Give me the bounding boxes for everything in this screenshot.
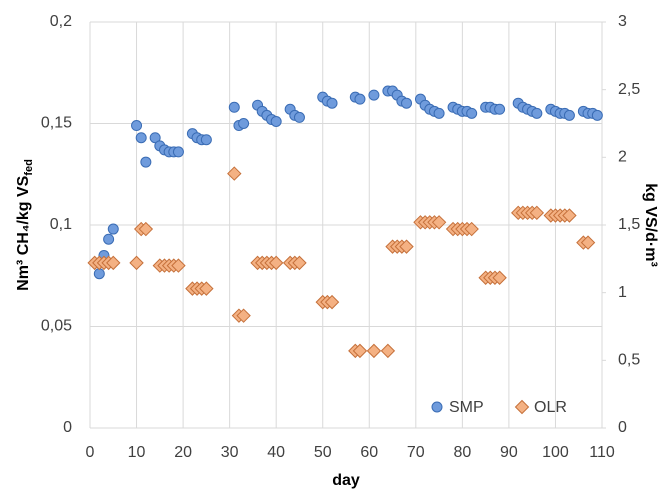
y2-tick-label: 0,5 <box>618 352 640 369</box>
x-tick-label: 20 <box>174 444 192 461</box>
point <box>352 343 368 359</box>
y-axis-title-sub: fed <box>23 159 35 176</box>
y-axis-title-main: Nm³ CH₄/kg VS <box>15 175 32 291</box>
point <box>270 115 282 127</box>
x-tick-label: 10 <box>128 444 146 461</box>
y2-tick-label: 1,5 <box>618 216 640 233</box>
point <box>580 235 596 250</box>
point <box>529 205 545 221</box>
point <box>368 89 380 101</box>
x-tick-label: 100 <box>542 444 569 461</box>
point <box>228 101 240 113</box>
legend-marker <box>431 401 443 413</box>
point <box>494 103 506 115</box>
y-axis-title: Nm³ CH₄/kg VSfed <box>15 159 35 291</box>
point <box>227 166 242 181</box>
y2-axis-title: kg VS/d·m³ <box>642 183 659 267</box>
point <box>562 208 577 223</box>
y-tick-label: 0 <box>63 419 72 436</box>
point <box>431 215 447 230</box>
point <box>135 132 147 144</box>
point <box>433 107 445 119</box>
point <box>563 109 575 121</box>
point <box>103 233 115 245</box>
y2-tick-label: 2 <box>618 149 627 166</box>
point <box>172 146 184 158</box>
point <box>292 255 307 271</box>
y2-tick-label: 1 <box>618 284 627 301</box>
y-tick-label: 0,15 <box>41 115 72 132</box>
x-tick-label: 80 <box>453 444 471 461</box>
point <box>326 97 338 109</box>
point <box>380 343 396 359</box>
x-tick-label: 50 <box>314 444 332 461</box>
legend-label: OLR <box>534 399 567 416</box>
y-tick-label: 0,05 <box>41 318 72 335</box>
x-tick-label: 30 <box>221 444 239 461</box>
point <box>366 343 382 359</box>
point <box>531 107 543 119</box>
point <box>106 255 121 271</box>
y2-tick-label: 3 <box>618 13 627 30</box>
point <box>200 134 212 146</box>
point <box>199 281 214 296</box>
point <box>149 132 161 144</box>
legend-marker <box>514 399 530 415</box>
point <box>399 239 414 254</box>
point <box>107 223 119 235</box>
point <box>268 255 284 271</box>
legend-label: SMP <box>449 399 484 416</box>
y2-tick-label: 2,5 <box>618 81 640 98</box>
x-tick-label: 110 <box>589 444 615 461</box>
x-tick-label: 60 <box>360 444 378 461</box>
x-tick-label: 40 <box>267 444 285 461</box>
point <box>138 221 154 237</box>
point <box>591 109 603 121</box>
point <box>171 258 186 273</box>
x-axis-title: day <box>332 472 360 489</box>
point <box>324 294 340 310</box>
point <box>401 97 413 109</box>
y2-tick-label: 0 <box>618 419 627 436</box>
x-tick-label: 0 <box>86 444 95 461</box>
point <box>492 270 507 285</box>
point <box>93 268 105 280</box>
point <box>131 120 143 132</box>
point <box>129 255 144 271</box>
point <box>354 93 366 105</box>
point <box>238 118 250 129</box>
point <box>293 111 305 123</box>
y-tick-label: 0,2 <box>50 13 72 30</box>
y-tick-label: 0,1 <box>50 216 72 233</box>
x-tick-label: 90 <box>500 444 518 461</box>
x-tick-label: 70 <box>407 444 425 461</box>
point <box>140 156 152 168</box>
point <box>236 308 251 323</box>
point <box>464 221 479 237</box>
point <box>466 107 478 119</box>
